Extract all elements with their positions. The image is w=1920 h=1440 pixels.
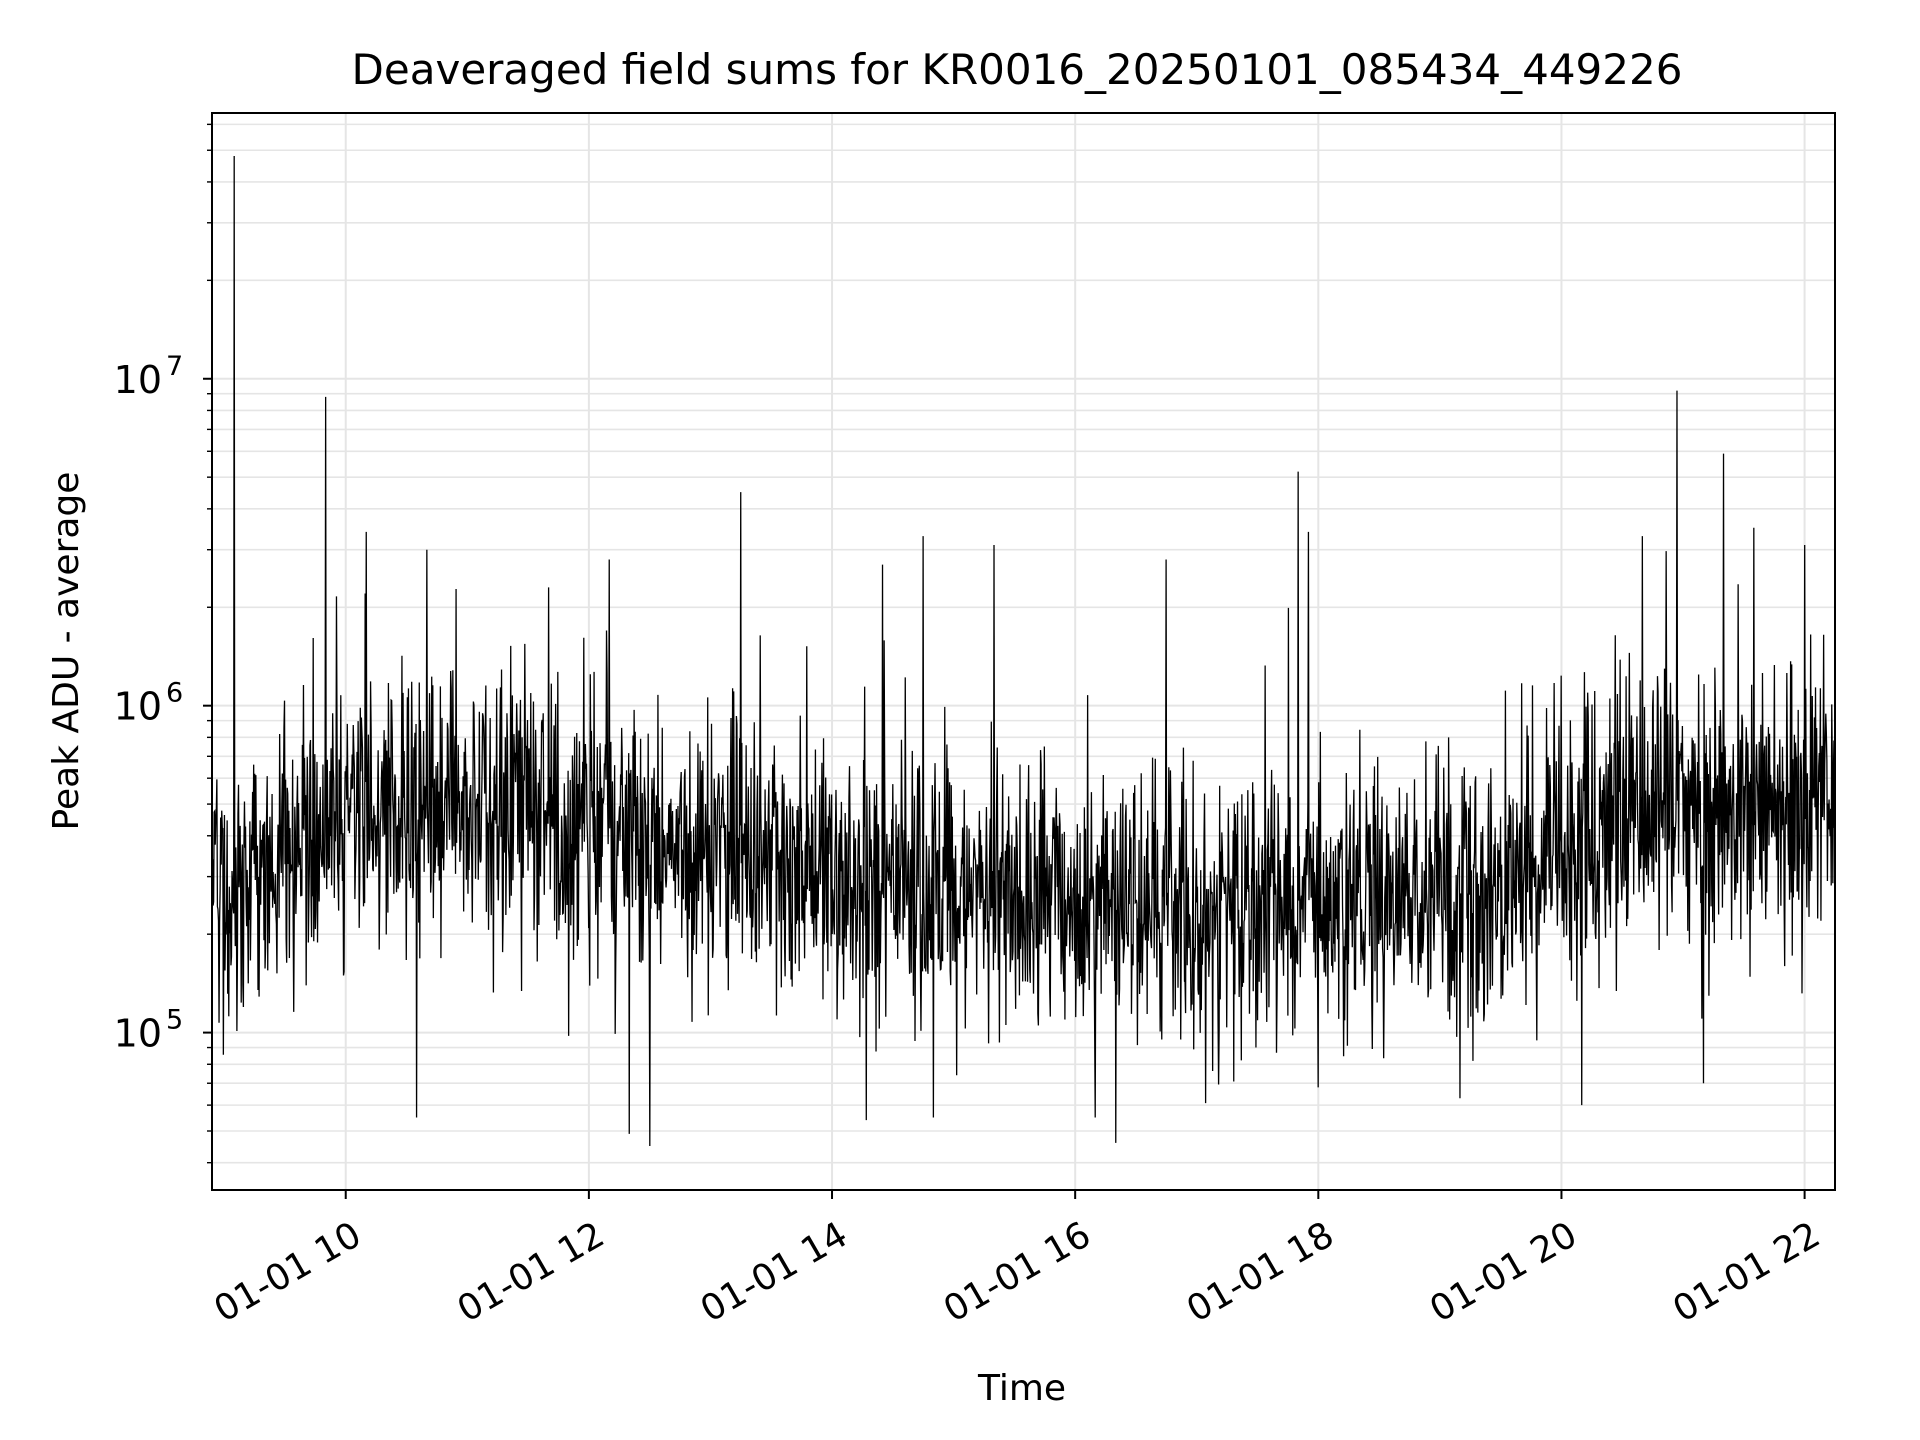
chart-title: Deaveraged field sums for KR0016_2025010… xyxy=(352,45,1683,94)
y-tick-label-exponent: 6 xyxy=(166,678,183,709)
y-tick-label-exponent: 7 xyxy=(166,351,183,382)
series-group xyxy=(211,156,1836,1146)
y-tick-label: 10 xyxy=(114,685,162,729)
y-tick-label: 10 xyxy=(114,1012,162,1056)
series-line xyxy=(211,156,1836,1146)
x-axis-label: Time xyxy=(977,1368,1066,1409)
y-tick-label: 10 xyxy=(114,358,162,402)
plot-frame xyxy=(211,112,1836,1191)
y-axis-label: Peak ADU - average xyxy=(46,472,87,831)
y-tick-label-exponent: 5 xyxy=(166,1005,183,1036)
